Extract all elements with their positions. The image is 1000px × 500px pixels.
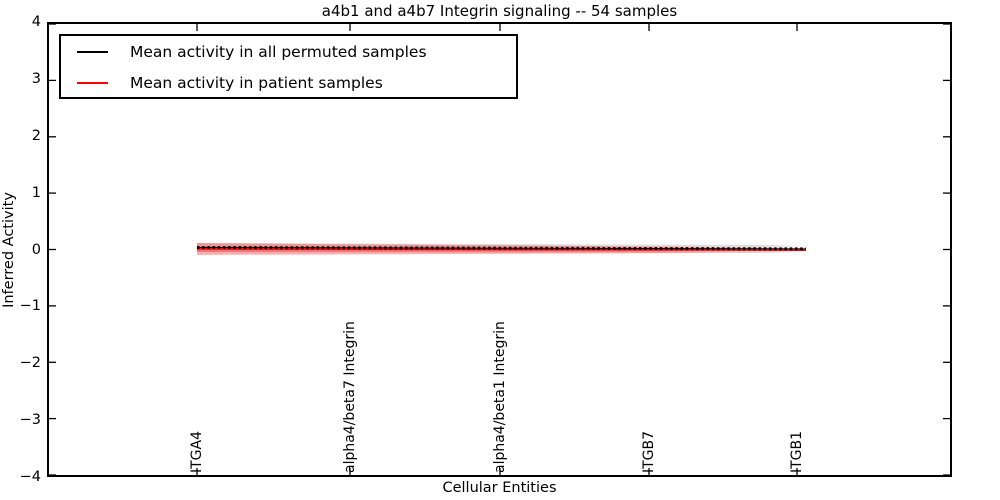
mean-line-patient bbox=[196, 248, 807, 251]
legend-line-sample-red bbox=[77, 82, 108, 84]
y-tick-label: −2 bbox=[19, 355, 41, 372]
mean-line-permuted bbox=[196, 247, 807, 250]
y-tick-label: 4 bbox=[31, 14, 41, 30]
x-tick-label: ITGA4 bbox=[189, 430, 205, 473]
y-tick-label: −1 bbox=[19, 298, 41, 315]
y-tick-label: 0 bbox=[31, 241, 41, 258]
y-tick-label: −4 bbox=[19, 469, 41, 485]
legend-line-sample-black bbox=[77, 51, 108, 53]
x-tick-label: alpha4/beta1 Integrin bbox=[492, 321, 508, 473]
legend-label: Mean activity in patient samples bbox=[130, 74, 383, 92]
y-tick-label: −3 bbox=[19, 412, 41, 429]
y-tick-label: 3 bbox=[31, 70, 41, 87]
x-tick-label: ITGB7 bbox=[641, 430, 657, 473]
chart-title: a4b1 and a4b7 Integrin signaling -- 54 s… bbox=[321, 2, 678, 20]
legend-entry-patient: Mean activity in patient samples bbox=[61, 68, 516, 98]
legend: Mean activity in all permuted samples Me… bbox=[59, 34, 518, 99]
legend-entry-permuted: Mean activity in all permuted samples bbox=[61, 37, 516, 67]
chart-canvas bbox=[49, 24, 950, 475]
x-tick-label: ITGB1 bbox=[789, 430, 805, 473]
x-axis-label: Cellular Entities bbox=[442, 480, 557, 496]
y-tick-label: 1 bbox=[31, 184, 41, 201]
y-tick-label: 2 bbox=[31, 127, 41, 144]
x-tick-label: alpha4/beta7 Integrin bbox=[342, 321, 358, 473]
legend-label: Mean activity in all permuted samples bbox=[130, 43, 427, 61]
